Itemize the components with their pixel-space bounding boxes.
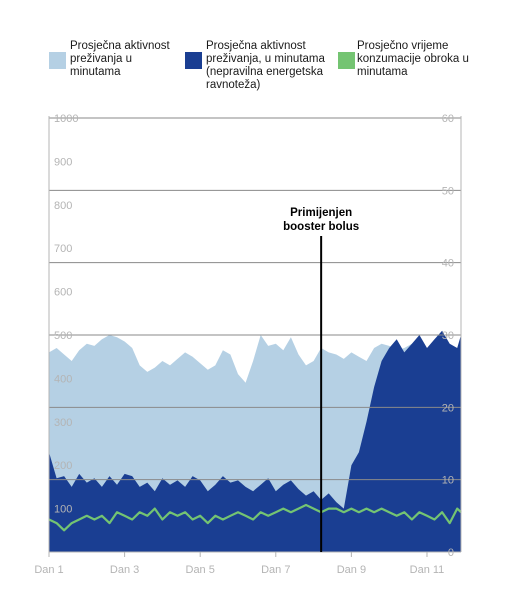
axes-layer: 100 200 300 400 500 600 700 800 900 1000 0 10 20 30 40… bbox=[34, 113, 462, 576]
grid-layer bbox=[49, 117, 461, 481]
series-line-green bbox=[48, 503, 462, 532]
y-right-tick-0: 0 bbox=[448, 547, 454, 559]
legend-label-light: Prosječna aktivnost preživanja u minutam… bbox=[70, 40, 170, 78]
y-left-tick-1000: 1000 bbox=[54, 113, 78, 125]
y-left-tick-500: 500 bbox=[54, 330, 72, 342]
legend-swatch-dark bbox=[185, 52, 202, 69]
x-tick-2: Dan 5 bbox=[186, 564, 215, 576]
y-right-tick-40: 40 bbox=[442, 258, 454, 270]
legend: Prosječna aktivnost preživanja u minutam… bbox=[0, 40, 508, 100]
y-right-tick-30: 30 bbox=[442, 330, 454, 342]
x-tick-4: Dan 9 bbox=[337, 564, 366, 576]
y-left-tick-700: 700 bbox=[54, 243, 72, 255]
x-tick-5: Dan 11 bbox=[410, 564, 445, 576]
y-left-tick-300: 300 bbox=[54, 417, 72, 429]
y-left-tick-200: 200 bbox=[54, 460, 72, 472]
series-area-dark bbox=[49, 330, 461, 552]
y-left-tick-900: 900 bbox=[54, 156, 72, 168]
y-right-tick-50: 50 bbox=[442, 185, 454, 197]
y-left-tick-600: 600 bbox=[54, 287, 72, 299]
x-tick-3: Dan 7 bbox=[261, 564, 290, 576]
legend-swatch-green bbox=[338, 52, 355, 69]
y-left-tick-400: 400 bbox=[54, 373, 72, 385]
y-right-tick-10: 10 bbox=[442, 475, 454, 487]
legend-label-dark: Prosječna aktivnost preživanja, u minuta… bbox=[206, 40, 325, 91]
annotation-line-1: Primijenjen bbox=[290, 207, 352, 219]
y-left-tick-800: 800 bbox=[54, 200, 72, 212]
areas-layer bbox=[48, 330, 462, 552]
y-left-tick-100: 100 bbox=[54, 504, 72, 516]
legend-swatch-light bbox=[49, 52, 66, 69]
legend-label-green: Prosječno vrijeme konzumacije obroka u m… bbox=[357, 40, 469, 78]
y-right-tick-60: 60 bbox=[442, 113, 454, 125]
annotation-layer: Primijenjen booster bolus bbox=[283, 207, 359, 552]
y-right-tick-20: 20 bbox=[442, 402, 454, 414]
x-tick-0: Dan 1 bbox=[34, 564, 63, 576]
annotation-line-2: booster bolus bbox=[283, 221, 359, 233]
x-tick-1: Dan 3 bbox=[110, 564, 139, 576]
